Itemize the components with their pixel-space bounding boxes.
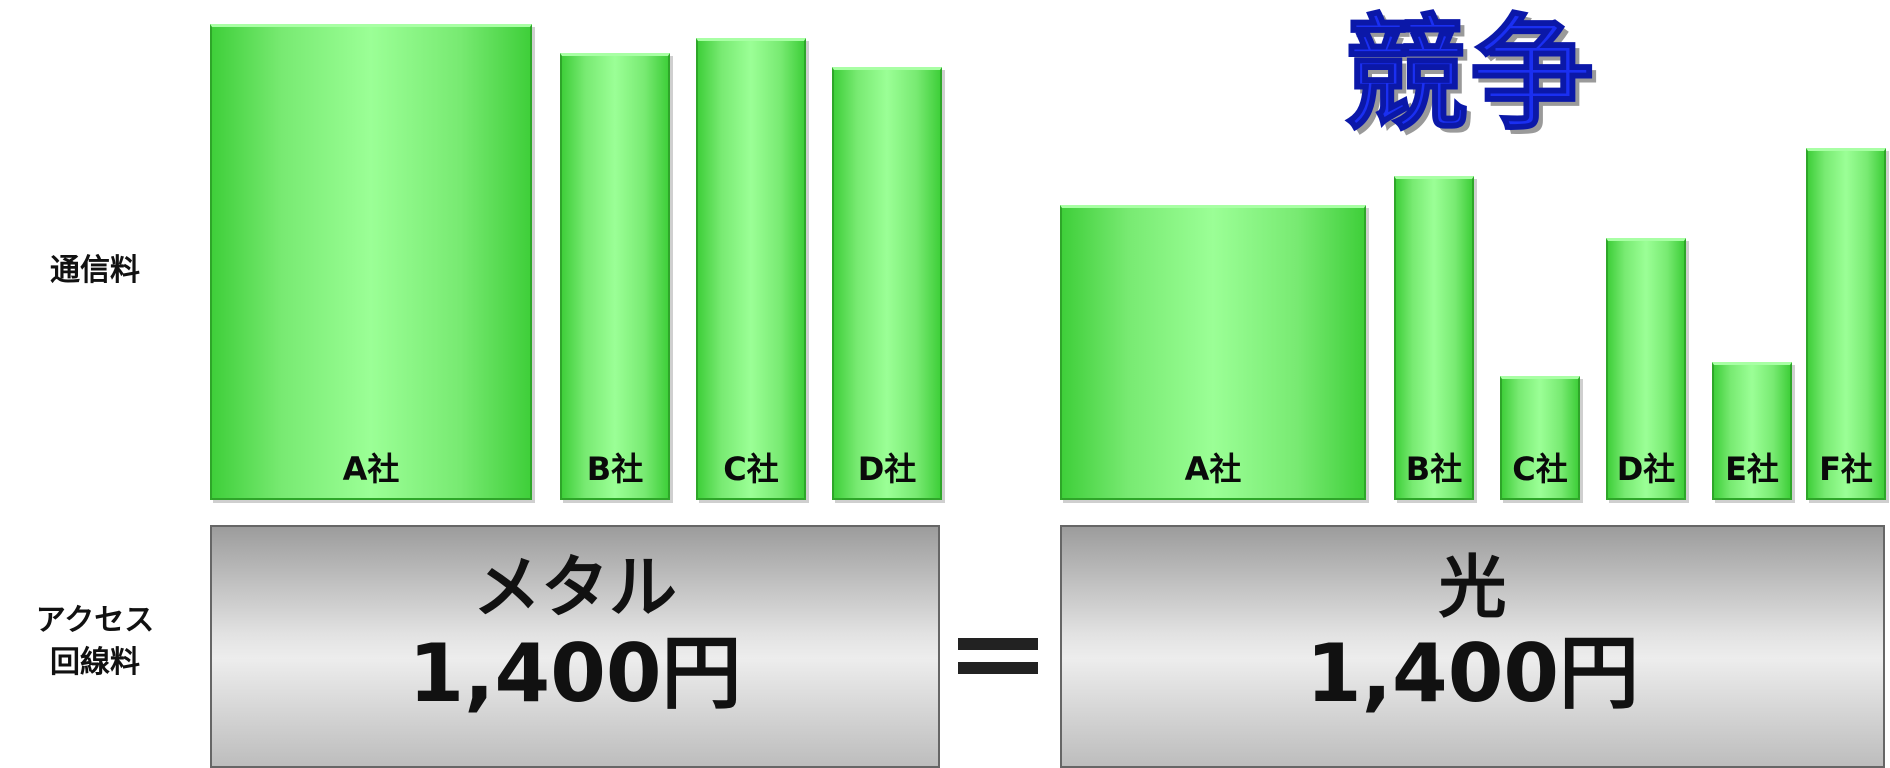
bar-label: B社	[586, 450, 644, 488]
bar-label: D社	[857, 450, 917, 488]
access-box-fiber: 光 1,400円	[1060, 525, 1885, 768]
access-price: 1,400円	[1305, 627, 1640, 720]
right-bar-f: F社	[1806, 148, 1886, 500]
bar-label: B社	[1405, 450, 1463, 488]
right-bar-a: A社	[1060, 205, 1366, 500]
right-bar-b: B社	[1394, 176, 1474, 500]
bar-label: D社	[1616, 450, 1676, 488]
bar-label: A社	[1184, 450, 1242, 488]
bar-label: C社	[1512, 450, 1568, 488]
left-bar-c: C社	[696, 38, 806, 500]
right-bar-d: D社	[1606, 238, 1686, 500]
access-box-metal: メタル 1,400円	[210, 525, 940, 768]
access-type-label: 光	[1438, 549, 1507, 628]
bar-label: C社	[723, 450, 779, 488]
equals-sign	[958, 630, 1038, 680]
access-fee-label: アクセス 回線料	[35, 603, 155, 680]
left-bar-b: B社	[560, 53, 670, 500]
access-price: 1,400円	[408, 627, 742, 720]
bar-label: A社	[342, 450, 400, 488]
left-bar-d: D社	[832, 67, 942, 500]
left-bar-a: A社	[210, 24, 532, 500]
headline-competition: 競争	[1343, 2, 1596, 148]
right-bar-c: C社	[1500, 376, 1580, 500]
bar-label: E社	[1725, 450, 1779, 488]
usage-fee-label: 通信料	[50, 253, 140, 288]
bar-label: F社	[1819, 450, 1873, 488]
right-bar-e: E社	[1712, 362, 1792, 500]
access-type-label: メタル	[472, 549, 677, 628]
